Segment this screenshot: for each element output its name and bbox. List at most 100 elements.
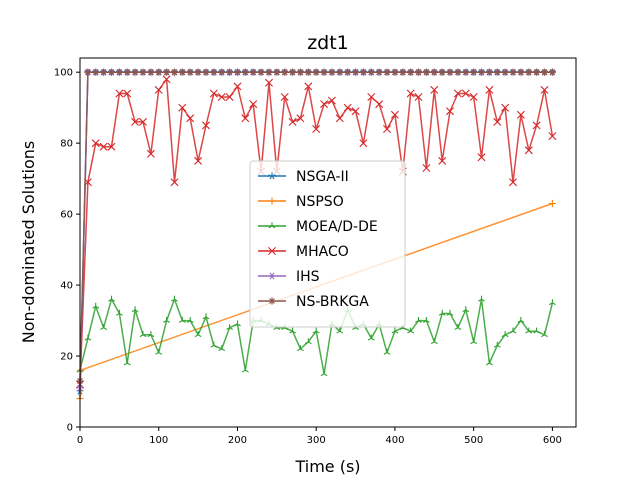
data-point <box>131 68 139 76</box>
x-tick-label: 300 <box>307 435 326 446</box>
legend-marker <box>268 272 276 280</box>
data-point <box>100 68 108 76</box>
data-point <box>327 96 336 105</box>
legend-box <box>249 160 406 328</box>
data-point <box>154 85 163 94</box>
legend-item: NS-BRKGA <box>258 294 369 310</box>
data-point <box>423 317 430 323</box>
data-point <box>461 89 470 98</box>
data-point <box>186 114 195 123</box>
legend-item: MHACO <box>258 244 349 260</box>
data-point <box>415 317 422 323</box>
data-point <box>430 85 439 94</box>
x-tick-label: 500 <box>464 435 483 446</box>
data-point <box>509 178 517 187</box>
y-tick-label: 20 <box>60 352 73 363</box>
data-point <box>407 327 415 334</box>
data-point <box>265 68 273 76</box>
data-point <box>139 68 147 76</box>
data-point <box>540 85 549 94</box>
data-point <box>351 107 360 116</box>
data-point <box>469 93 478 101</box>
data-point <box>273 68 281 76</box>
data-point <box>509 327 517 334</box>
data-point <box>304 338 312 345</box>
data-point <box>186 317 194 323</box>
data-point <box>438 309 446 316</box>
data-point <box>359 139 368 148</box>
data-point <box>115 68 123 76</box>
data-point <box>178 317 186 323</box>
data-point <box>147 331 155 338</box>
data-point <box>453 89 462 98</box>
data-point <box>91 139 100 148</box>
data-point <box>509 68 517 76</box>
data-point <box>485 85 494 94</box>
data-point <box>289 68 297 76</box>
data-point <box>454 68 462 76</box>
data-point <box>249 68 257 76</box>
legend-marker <box>268 247 276 255</box>
data-point <box>383 125 391 133</box>
data-point <box>108 295 115 302</box>
data-point <box>312 68 320 76</box>
data-point <box>139 331 147 338</box>
data-point <box>233 68 242 76</box>
data-point <box>178 68 186 76</box>
x-tick-label: 0 <box>77 435 83 446</box>
data-point <box>493 68 501 76</box>
data-point <box>170 68 179 76</box>
data-point <box>234 320 241 327</box>
data-point <box>383 348 391 355</box>
data-point <box>123 89 132 98</box>
data-point <box>359 68 367 76</box>
data-point <box>525 327 533 334</box>
legend-marker <box>268 172 276 180</box>
y-axis-title: Non-dominated Solutions <box>19 141 38 343</box>
data-point <box>525 68 533 76</box>
data-point <box>178 103 187 112</box>
data-point <box>478 295 485 302</box>
data-point <box>446 107 454 116</box>
data-point <box>139 117 147 126</box>
data-point <box>414 93 423 101</box>
data-point <box>391 68 399 76</box>
legend-label: NSGA-II <box>296 169 349 185</box>
data-point <box>186 68 194 76</box>
data-point <box>367 334 375 341</box>
data-point <box>485 68 493 76</box>
data-point <box>375 68 383 76</box>
data-point <box>194 331 202 338</box>
data-point <box>99 142 108 151</box>
y-tick-label: 0 <box>67 423 73 434</box>
data-point <box>209 89 218 98</box>
data-point <box>335 114 344 123</box>
data-point <box>194 68 202 76</box>
data-point <box>171 295 178 302</box>
data-point <box>115 309 123 316</box>
data-point <box>100 324 107 330</box>
data-point <box>312 327 320 334</box>
data-point <box>265 78 273 87</box>
data-point <box>548 132 557 141</box>
data-point <box>516 110 525 119</box>
data-point <box>532 121 541 130</box>
data-point <box>107 68 116 76</box>
data-point <box>383 68 391 76</box>
data-point <box>367 93 376 101</box>
data-point <box>226 324 233 330</box>
data-point <box>414 68 423 76</box>
y-axis: 0 20 40 60 80 100 <box>54 68 80 434</box>
data-point <box>257 68 265 76</box>
data-point <box>107 142 116 151</box>
chart-title: zdt1 <box>307 32 349 54</box>
data-point <box>352 68 360 76</box>
data-point <box>289 327 296 334</box>
data-point <box>320 68 328 76</box>
y-tick-label: 80 <box>60 139 73 150</box>
data-point <box>493 117 502 126</box>
data-point <box>344 68 352 76</box>
legend-marker <box>268 197 276 205</box>
data-point <box>170 178 179 187</box>
